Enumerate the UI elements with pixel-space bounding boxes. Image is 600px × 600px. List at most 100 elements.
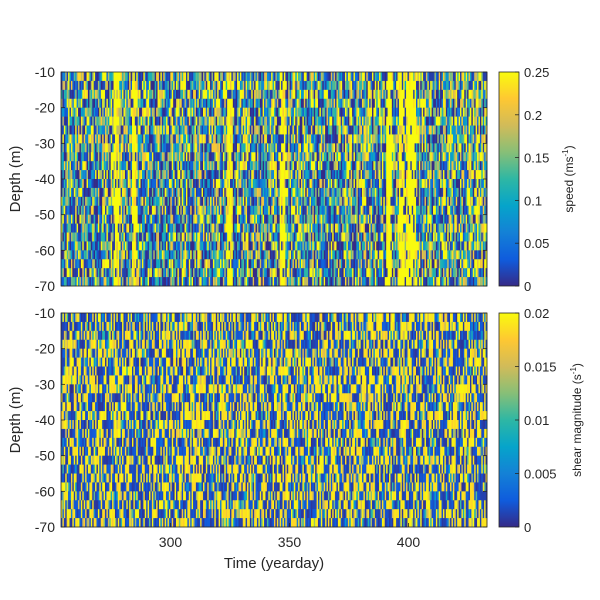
heatmap-cell [163,187,166,198]
heatmap-cell [160,89,163,100]
heatmap-cell [224,125,227,135]
heatmap-cell [170,205,173,216]
heatmap-cell [117,277,120,287]
heatmap-cell [229,259,232,269]
heatmap-cell [320,116,323,126]
heatmap-cell [298,241,300,251]
heatmap-cell [296,89,299,100]
heatmap-cell [329,196,332,207]
heatmap-cell [212,232,215,242]
heatmap-cell [137,125,140,135]
heatmap-cell [132,125,134,135]
heatmap-cell [197,187,200,198]
heatmap-cell [347,223,350,233]
heatmap-cell [275,72,278,82]
heatmap-cell [90,152,93,162]
heatmap-cell [215,89,218,100]
heatmap-cell [340,143,343,153]
heatmap-cell [205,241,208,251]
heatmap-cell [85,187,87,198]
heatmap-cell [90,179,93,189]
heatmap-cell [354,250,357,260]
heatmap-cell [227,277,229,287]
heatmap-cell [156,214,158,224]
heatmap-cell [122,152,124,162]
heatmap-cell [283,80,286,91]
heatmap-cell [315,134,317,144]
heatmap-cell [224,223,227,233]
heatmap-cell [281,143,283,153]
heatmap-cell [354,143,357,153]
heatmap-cell [308,72,310,82]
heatmap-cell [266,116,269,126]
heatmap-cell [313,214,316,224]
heatmap-cell [299,241,302,251]
heatmap-cell [132,152,134,162]
heatmap-cell [323,214,326,224]
heatmap-cell [161,187,164,198]
heatmap-cell [249,125,252,135]
heatmap-cell [237,98,239,109]
heatmap-cell [295,187,298,198]
heatmap-cell [127,187,130,198]
heatmap-cell [195,241,198,251]
heatmap-cell [316,214,319,224]
heatmap-cell [245,196,248,207]
heatmap-cell [217,107,219,117]
heatmap-cell [178,170,181,180]
heatmap-cell [191,143,194,153]
heatmap-cell [80,116,83,126]
heatmap-cell [268,268,271,278]
heatmap-cell [291,143,293,153]
heatmap-cell [332,232,334,242]
heatmap-cell [229,205,232,216]
heatmap-cell [151,72,154,82]
heatmap-cell [163,116,166,126]
heatmap-cell [289,116,292,126]
heatmap-cell [319,187,322,198]
heatmap-cell [129,72,131,82]
heatmap-cell [160,72,163,82]
heatmap-cell [249,143,252,153]
heatmap-cell [264,152,266,162]
heatmap-cell [153,72,156,82]
heatmap-cell [156,223,158,233]
heatmap-cell [177,116,180,126]
heatmap-cell [188,179,191,189]
heatmap-cell [143,179,146,189]
heatmap-cell [207,241,210,251]
heatmap-cell [248,241,251,251]
heatmap-cell [114,89,117,100]
heatmap-cell [149,232,151,242]
heatmap-cell [117,232,120,242]
heatmap-cell [184,98,187,109]
heatmap-cell [62,170,65,180]
heatmap-cell [63,241,66,251]
heatmap-cell [65,187,68,198]
heatmap-cell [325,98,327,109]
heatmap-cell [205,161,208,171]
heatmap-cell [123,116,126,126]
heatmap-cell [306,179,309,189]
heatmap-cell [333,277,336,287]
heatmap-cell [207,277,210,287]
heatmap-cell [119,232,121,242]
heatmap-cell [310,232,313,242]
heatmap-cell [92,214,95,224]
heatmap-cell [208,125,211,135]
heatmap-cell [109,98,112,109]
heatmap-cell [160,214,163,224]
heatmap-cell [86,250,89,260]
heatmap-cell [258,98,261,109]
heatmap-cell [173,232,175,242]
heatmap-cell [127,143,130,153]
heatmap-cell [119,116,121,126]
heatmap-cell [258,72,261,82]
heatmap-cell [330,152,333,162]
heatmap-cell [254,205,256,216]
heatmap-cell [110,152,113,162]
heatmap-cell [288,143,290,153]
heatmap-cell [176,98,178,109]
heatmap-cell [116,277,119,287]
heatmap-cell [293,116,296,126]
